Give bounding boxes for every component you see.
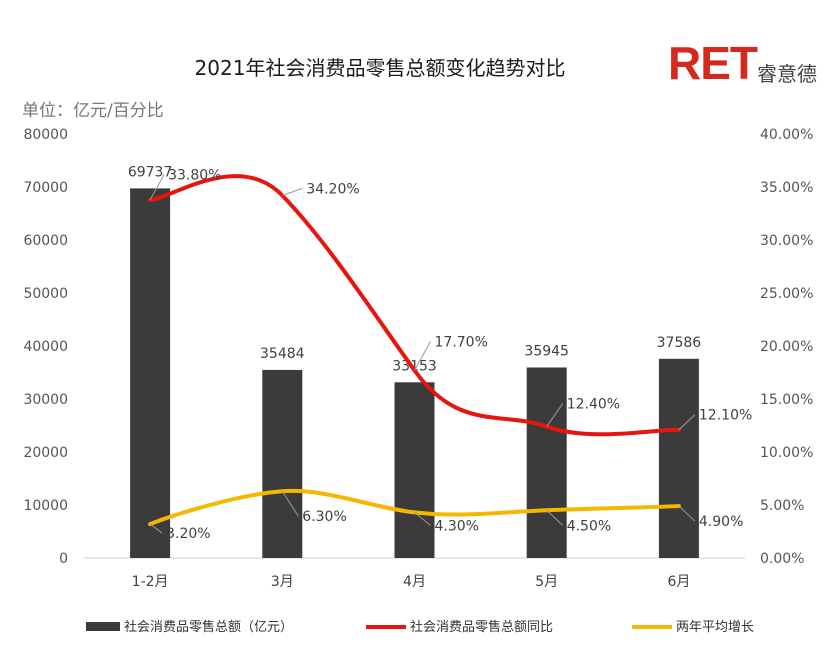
label-leader-line	[546, 509, 564, 526]
legend-yoy-swatch	[366, 625, 406, 629]
x-tick-label: 3月	[271, 574, 294, 590]
bar-value-label: 35945	[524, 343, 569, 359]
bar	[262, 369, 303, 558]
label-leader-line	[678, 414, 696, 431]
label-leader-line	[281, 490, 299, 517]
left-tick-label: 20000	[23, 445, 68, 461]
right-tick-label: 15.00%	[760, 392, 813, 408]
chart-title: 2021年社会消费品零售总额变化趋势对比	[194, 56, 566, 80]
right-tick-label: 20.00%	[760, 339, 813, 355]
x-tick-label: 5月	[535, 574, 558, 590]
yoy-value-label: 34.20%	[306, 181, 359, 197]
left-tick-label: 10000	[23, 498, 68, 514]
yoy-value-label: 12.40%	[567, 397, 620, 413]
label-leader-line	[414, 341, 431, 371]
yoy-value-label: 17.70%	[435, 334, 488, 350]
right-tick-label: 5.00%	[760, 498, 804, 514]
legend-label-yoy: 社会消费品零售总额同比	[410, 620, 554, 635]
x-tick-label: 4月	[403, 574, 426, 590]
bar-value-label: 33153	[392, 358, 437, 374]
label-leader-line	[149, 523, 163, 534]
bar	[394, 382, 435, 558]
right-tick-label: 25.00%	[760, 286, 813, 302]
right-tick-label: 30.00%	[760, 233, 813, 249]
left-tick-label: 50000	[23, 286, 68, 302]
legend-avg-swatch	[632, 625, 672, 629]
label-leader-line	[414, 512, 431, 526]
bar-value-label: 35484	[260, 346, 305, 362]
unit-label: 单位：亿元/百分比	[22, 101, 164, 121]
right-tick-label: 35.00%	[760, 180, 813, 196]
left-tick-label: 70000	[23, 180, 68, 196]
label-leader-line	[149, 174, 165, 200]
label-leader-line	[282, 188, 303, 196]
bar	[130, 188, 171, 558]
legend-label-total: 社会消费品零售总额（亿元）	[124, 620, 294, 635]
left-tick-label: 40000	[23, 339, 68, 355]
bar	[658, 358, 699, 558]
yoy-value-label: 33.80%	[168, 168, 221, 184]
avg-value-label: 3.20%	[166, 526, 210, 542]
x-tick-label: 6月	[667, 574, 690, 590]
ret-logo: RET	[668, 37, 758, 89]
bar-value-label: 69737	[128, 164, 173, 180]
right-tick-label: 0.00%	[760, 551, 804, 567]
bar	[526, 367, 567, 558]
avg-value-label: 4.30%	[435, 518, 479, 534]
left-tick-label: 30000	[23, 392, 68, 408]
legend-label-avg: 两年平均增长	[676, 620, 755, 635]
left-tick-label: 0	[59, 551, 68, 567]
avg-value-label: 6.30%	[302, 509, 346, 525]
yoy-value-label: 12.10%	[699, 408, 752, 424]
left-tick-label: 80000	[23, 127, 68, 143]
x-tick-label: 1-2月	[132, 574, 169, 590]
label-leader-line	[678, 505, 696, 522]
avg-value-label: 4.90%	[699, 514, 743, 530]
right-tick-label: 40.00%	[760, 127, 813, 143]
legend-bar-swatch	[86, 622, 120, 631]
left-tick-label: 60000	[23, 233, 68, 249]
logo-subtitle: 睿意德	[757, 62, 817, 86]
avg-value-label: 4.50%	[567, 518, 611, 534]
right-tick-label: 10.00%	[760, 445, 813, 461]
bar-value-label: 37586	[657, 335, 702, 351]
label-leader-line	[546, 403, 564, 427]
